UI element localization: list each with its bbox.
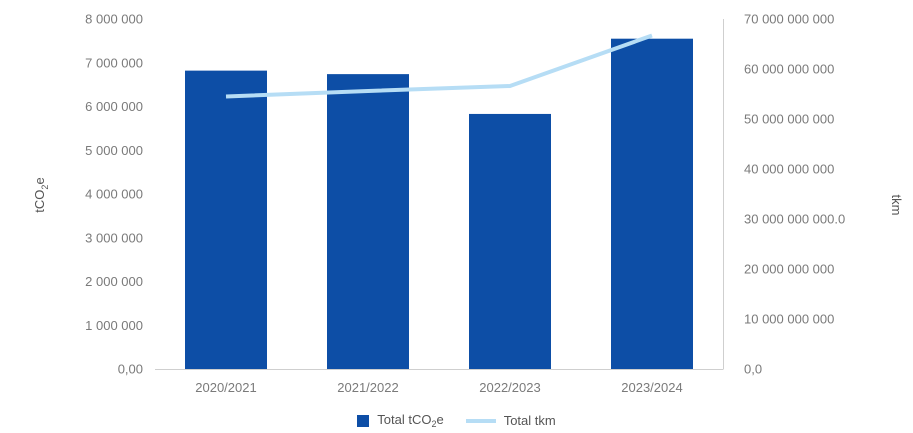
y-tick-label: 6 000 000	[85, 99, 143, 114]
bar	[611, 38, 693, 369]
y-tick-label: 1 000 000	[85, 318, 143, 333]
legend: Total tCO2e Total tkm	[0, 412, 913, 429]
y2-tick-label: 40 000 000 000	[744, 162, 834, 177]
legend-item-tco2e: Total tCO2e	[357, 412, 444, 429]
y-tick-label: 5 000 000	[85, 143, 143, 158]
y2-axis-title: tkm	[889, 195, 904, 216]
y-tick-label: 2 000 000	[85, 274, 143, 289]
y2-tick-label: 70 000 000 000	[744, 12, 834, 27]
x-tick-label: 2021/2022	[337, 380, 398, 395]
y2-tick-label: 10 000 000 000	[744, 312, 834, 327]
combo-chart: 0,00 1 000 000 2 000 000 3 000 000 4 000 000…	[32, 12, 904, 396]
y-tick-label: 7 000 000	[85, 55, 143, 70]
y-tick-label: 0,00	[118, 362, 143, 377]
legend-label-tkm: Total tkm	[503, 413, 556, 428]
y-tick-label: 3 000 000	[85, 230, 143, 245]
x-tick-label: 2020/2021	[195, 380, 256, 395]
x-axis-ticks: 2020/2021 2021/2022 2022/2023 2023/2024	[195, 380, 682, 395]
y2-tick-label: 20 000 000 000	[744, 262, 834, 277]
right-axis-ticks: 0,0 10 000 000 000 20 000 000 000 30 000 00…	[744, 12, 845, 377]
y-tick-label: 8 000 000	[85, 12, 143, 27]
y2-tick-label: 0,0	[744, 362, 762, 377]
y-axis-title: tCO2e	[32, 177, 50, 212]
bar-series	[185, 38, 693, 369]
y-tick-label: 4 000 000	[85, 187, 143, 202]
x-tick-label: 2023/2024	[621, 380, 682, 395]
x-tick-label: 2022/2023	[479, 380, 540, 395]
left-axis-ticks: 0,00 1 000 000 2 000 000 3 000 000 4 000 000…	[85, 12, 143, 377]
legend-swatch-bar	[357, 414, 370, 427]
y2-tick-label: 50 000 000 000	[744, 112, 834, 127]
legend-swatch-line	[465, 418, 496, 423]
y2-tick-label: 60 000 000 000	[744, 62, 834, 77]
bar	[469, 113, 551, 369]
line-series	[225, 33, 653, 99]
legend-label-tco2e: Total tCO2e	[377, 412, 444, 429]
bar	[185, 70, 267, 369]
bar	[327, 74, 409, 369]
legend-item-tkm: Total tkm	[465, 413, 556, 428]
y2-tick-label: 30 000 000 000.0	[744, 212, 845, 227]
tkm-line	[225, 33, 653, 99]
